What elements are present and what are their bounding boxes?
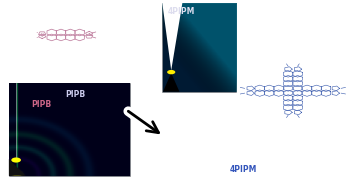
Circle shape xyxy=(11,157,21,163)
Text: PIPB: PIPB xyxy=(31,100,51,109)
Polygon shape xyxy=(9,159,26,176)
Polygon shape xyxy=(162,3,182,70)
Text: 4PIPM: 4PIPM xyxy=(229,165,257,174)
Bar xyxy=(162,3,236,92)
Circle shape xyxy=(37,37,38,38)
Text: 4PIPM: 4PIPM xyxy=(168,7,195,16)
Circle shape xyxy=(37,32,38,33)
Text: N: N xyxy=(88,33,91,36)
Circle shape xyxy=(167,70,175,74)
Text: N: N xyxy=(40,33,43,36)
Bar xyxy=(9,83,130,176)
Polygon shape xyxy=(163,73,179,92)
Text: PIPB: PIPB xyxy=(65,90,85,99)
